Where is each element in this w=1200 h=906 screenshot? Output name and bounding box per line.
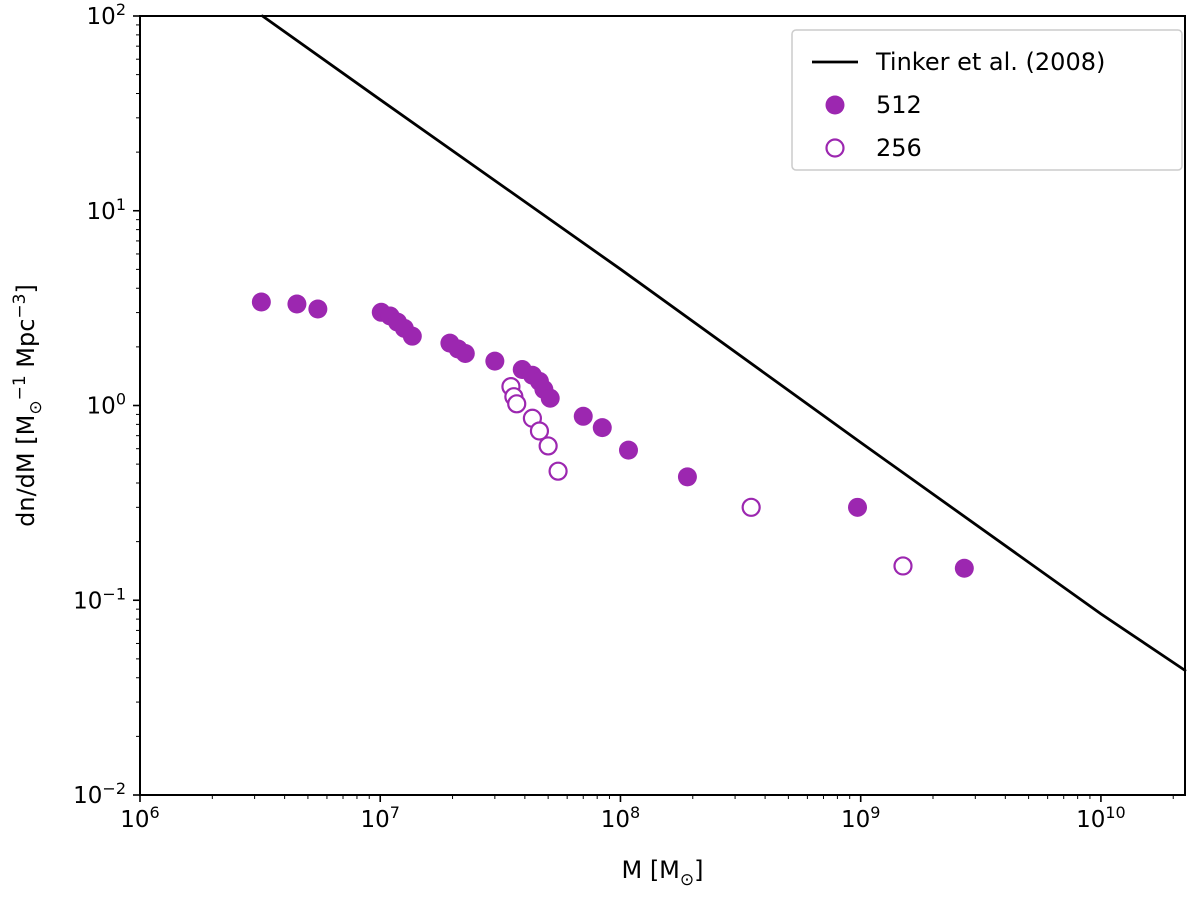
- x-tick-label: 108: [601, 803, 640, 833]
- y-tick-label: 101: [87, 195, 126, 225]
- legend-label: Tinker et al. (2008): [875, 48, 1105, 76]
- y-axis-label-part: −1: [10, 375, 30, 400]
- y-tick-exponent: 1: [116, 195, 126, 214]
- y-tick-exponent: −2: [102, 779, 126, 798]
- data-point-256: [538, 436, 558, 456]
- data-point-256: [893, 556, 913, 576]
- x-tick-base: 10: [601, 807, 630, 833]
- y-tick-base: 10: [87, 394, 116, 420]
- y-axis-label-part: ]: [12, 284, 40, 293]
- y-axis-label-part: dn/dM [M: [12, 415, 40, 527]
- data-point-512: [573, 406, 593, 426]
- data-point-256: [548, 461, 568, 481]
- legend-label: 512: [876, 91, 922, 119]
- y-tick-exponent: 2: [116, 0, 126, 19]
- y-tick-label: 100: [87, 390, 126, 420]
- y-axis-label-part: −3: [10, 294, 30, 319]
- y-axis-label-part: ⊙: [26, 400, 46, 414]
- x-tick-base: 10: [360, 807, 389, 833]
- x-axis-label: M [M⊙]: [621, 856, 703, 890]
- x-axis-label-part: M [M: [621, 856, 679, 884]
- x-tick-exponent: 8: [630, 803, 640, 822]
- x-axis-label-part: ]: [694, 856, 703, 884]
- data-point-256: [529, 421, 550, 441]
- data-point-512: [592, 418, 612, 438]
- x-axis-label-part: ⊙: [680, 870, 694, 890]
- legend-filled-circle-sample: [825, 95, 845, 115]
- y-tick-base: 10: [73, 783, 102, 809]
- y-tick-base: 10: [87, 4, 116, 30]
- y-tick-exponent: 0: [116, 390, 126, 409]
- y-tick-label: 10−1: [73, 584, 126, 614]
- y-axis-label-part: Mpc: [12, 319, 40, 376]
- data-point-512: [287, 294, 307, 314]
- y-tick-base: 10: [87, 199, 116, 225]
- x-tick-exponent: 6: [150, 803, 160, 822]
- y-tick-label: 102: [87, 0, 126, 30]
- x-tick-exponent: 10: [1105, 803, 1125, 822]
- y-axis-label-group: dn/dM [M⊙−1 Mpc−3]: [10, 284, 46, 527]
- plot-border: [139, 15, 1186, 796]
- y-tick-label: 10−2: [73, 779, 126, 809]
- x-tick-base: 10: [841, 807, 870, 833]
- x-tick-label: 109: [841, 803, 880, 833]
- data-point-256: [507, 394, 527, 414]
- data-point-512: [308, 299, 328, 319]
- data-point-512: [540, 388, 560, 408]
- data-point-512: [251, 292, 271, 312]
- x-tick-label: 106: [120, 803, 159, 833]
- legend-open-circle-sample: [825, 138, 845, 158]
- data-point-512: [455, 343, 475, 363]
- legend-box: [791, 29, 1183, 171]
- x-tick-label: 107: [360, 803, 399, 833]
- data-point-256: [741, 497, 761, 517]
- y-tick-base: 10: [73, 588, 102, 614]
- x-tick-base: 10: [120, 807, 149, 833]
- data-point-512: [402, 326, 422, 346]
- x-tick-label: 1010: [1076, 803, 1126, 833]
- x-tick-base: 10: [1076, 807, 1105, 833]
- data-point-512: [618, 440, 638, 460]
- x-tick-exponent: 9: [870, 803, 880, 822]
- data-point-512: [485, 351, 505, 371]
- y-axis-label: dn/dM [M⊙−1 Mpc−3]: [10, 284, 46, 527]
- legend-label: 256: [876, 134, 922, 162]
- y-tick-exponent: −1: [102, 584, 126, 603]
- data-point-512: [848, 497, 868, 517]
- data-point-512: [677, 467, 697, 487]
- x-tick-exponent: 7: [390, 803, 400, 822]
- tinker-line: [261, 14, 1187, 672]
- data-point-512: [954, 558, 974, 578]
